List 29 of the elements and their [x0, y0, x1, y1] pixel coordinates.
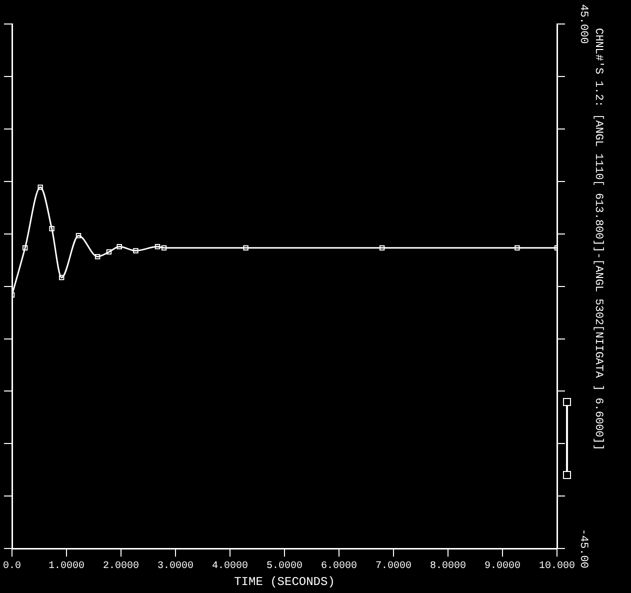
point	[243, 245, 248, 250]
point	[22, 245, 28, 250]
x-tick-label: 1.0000	[48, 561, 85, 572]
point	[133, 248, 138, 254]
y-tick-label: 45.000	[577, 4, 590, 44]
x-tick-label: 10.000	[538, 561, 576, 572]
x-tick-label: 8.0000	[430, 561, 466, 572]
x-tick-label: 9.0000	[484, 561, 521, 572]
x-tick-label: 4.0000	[212, 561, 248, 572]
x-tick-label: 5.0000	[266, 561, 303, 572]
point	[106, 249, 112, 255]
point	[58, 274, 64, 280]
x-tick-label: 2.0000	[102, 561, 140, 572]
point	[76, 232, 82, 238]
point	[49, 226, 54, 232]
x-tick-label: 3.0000	[157, 561, 194, 572]
point	[154, 244, 160, 250]
point	[116, 244, 122, 250]
x-tick-label: 0.0	[2, 561, 22, 572]
x-axis-title: TIME (SECONDS)	[234, 574, 335, 589]
x-tick-label: 6.0000	[320, 561, 358, 572]
point	[94, 254, 100, 260]
point	[38, 184, 43, 190]
point	[379, 245, 385, 250]
y-tick-label: -45.00	[577, 528, 590, 568]
x-tick-label: 7.0000	[375, 561, 412, 572]
point	[514, 245, 520, 250]
text: CHNL#'S 1.2: [ANGL 1110[ 613.800]]-[ANGL 5302[NIIGATA ] 6.6000]]	[592, 28, 604, 450]
point	[161, 245, 167, 250]
